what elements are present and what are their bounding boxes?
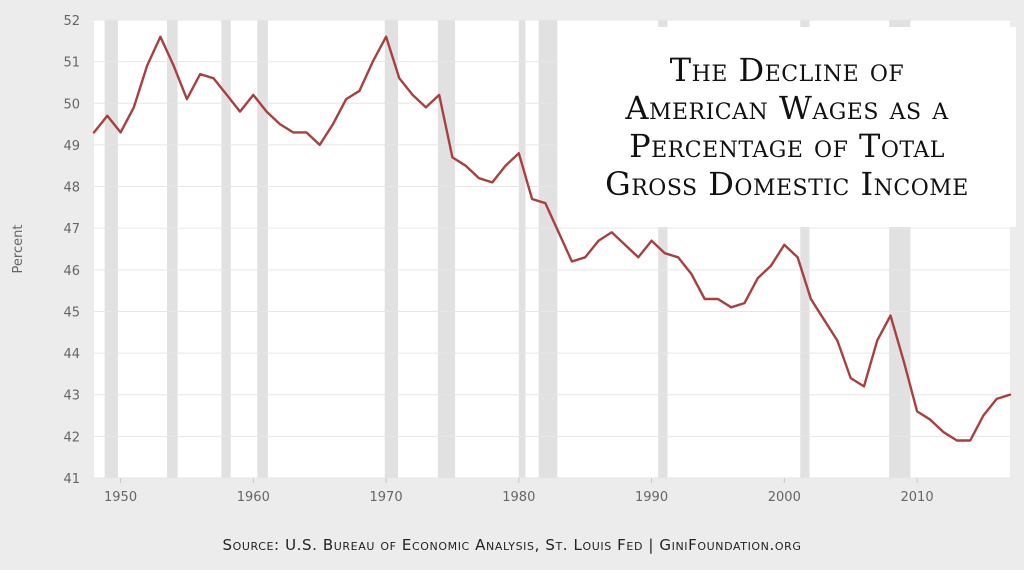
recession-band-1 — [167, 20, 178, 478]
y-tick-label: 50 — [63, 97, 80, 112]
source-note: Source: U.S. Bureau of Economic Analysis… — [222, 536, 802, 554]
title-line-2: American Wages as a — [625, 89, 949, 127]
x-tick-label: 1970 — [370, 490, 403, 505]
y-tick-label: 42 — [63, 430, 80, 445]
recession-band-9 — [800, 20, 810, 478]
chart-title: The Decline of American Wages as a Perce… — [558, 27, 1016, 227]
x-tick-label: 1980 — [502, 490, 535, 505]
x-tick-label: 1990 — [635, 490, 668, 505]
y-axis-ticks: 41 42 43 44 45 46 47 48 49 50 51 52 — [63, 14, 80, 487]
x-tick-label: 2010 — [901, 490, 934, 505]
series-layer — [92, 35, 1012, 442]
recession-band-5 — [437, 20, 456, 478]
recession-band-6 — [518, 20, 526, 478]
recession-band-3 — [257, 20, 268, 478]
title-line-1: The Decline of — [669, 51, 905, 89]
recession-band-8 — [658, 20, 668, 478]
title-line-3: Percentage of Total — [629, 127, 945, 165]
y-tick-label: 47 — [63, 222, 80, 237]
y-tick-label: 45 — [63, 305, 80, 320]
series-line-0 — [92, 35, 1012, 442]
recession-band-4 — [384, 20, 399, 478]
title-line-4: Gross Domestic Income — [605, 165, 969, 203]
y-tick-label: 49 — [63, 139, 80, 154]
x-tick-label: 1950 — [104, 490, 137, 505]
y-tick-label: 41 — [63, 472, 80, 487]
recession-band-2 — [221, 20, 231, 478]
y-tick-label: 48 — [63, 181, 80, 196]
y-tick-label: 46 — [63, 264, 80, 279]
recession-band-7 — [538, 20, 558, 478]
y-tick-label: 43 — [63, 389, 80, 404]
y-tick-label: 51 — [63, 56, 80, 71]
x-tick-label: 2000 — [768, 490, 801, 505]
y-axis-label: Percent — [11, 225, 26, 274]
y-tick-label: 44 — [63, 347, 80, 362]
recession-band-0 — [104, 20, 118, 478]
x-axis-ticks: 1950 1960 1970 1980 1990 2000 2010 — [104, 478, 934, 505]
gridlines — [94, 19, 1010, 479]
x-tick-label: 1960 — [237, 490, 270, 505]
y-tick-label: 52 — [63, 14, 80, 29]
